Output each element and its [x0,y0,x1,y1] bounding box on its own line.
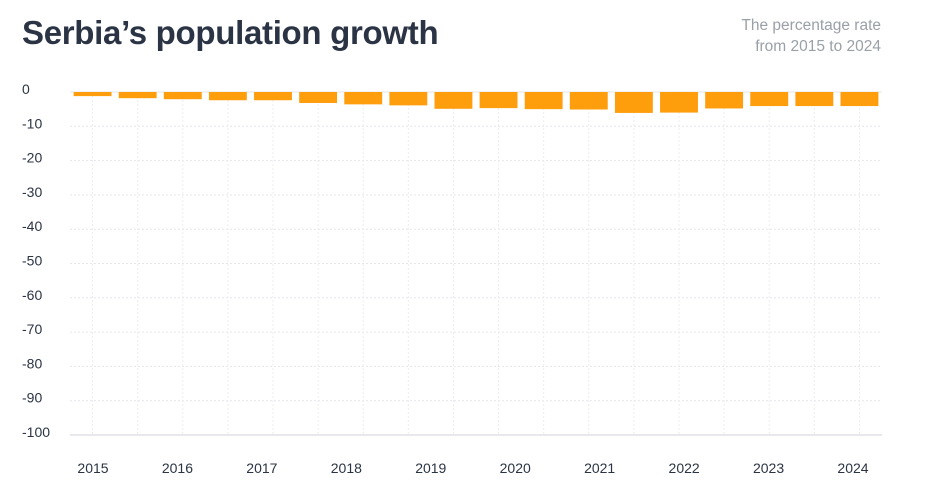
y-tick-label: -50 [22,253,42,269]
x-axis-ticks: 2015 2016 2017 2018 2019 2020 2021 2022 2023 2024 [77,460,868,476]
bar-2019.5 [479,92,518,109]
bar-2021.5 [660,92,698,113]
x-tick-label: 2023 [753,460,784,476]
y-tick-label: -40 [22,218,42,234]
bar-2023 [795,92,834,107]
bar-2022.5 [750,92,789,107]
y-tick-label: -60 [22,287,42,303]
bar-2017 [254,92,292,101]
subtitle-line-2: from 2015 to 2024 [755,38,881,55]
bar-2020 [524,92,563,110]
chart-title: Serbia’s population growth [22,14,439,51]
bar-2015.5 [118,92,157,99]
bar-2016.5 [208,92,247,101]
y-tick-label: -10 [22,115,42,131]
x-tick-label: 2022 [669,460,700,476]
y-tick-label: -30 [22,184,42,200]
grid-layer [70,91,882,436]
bar-2018.5 [389,92,428,106]
bar-2022 [705,92,744,109]
x-tick-label: 2020 [500,460,531,476]
y-axis-ticks: 0 -10 -20 -30 -40 -50 -60 -70 -80 -90 -100 [22,81,50,440]
bar-2017.5 [299,92,338,103]
bar-2016 [163,92,202,100]
x-tick-label: 2015 [77,460,108,476]
y-tick-label: -70 [22,321,42,337]
x-tick-label: 2021 [584,460,615,476]
y-tick-label: -100 [22,424,50,440]
x-tick-label: 2016 [162,460,193,476]
x-tick-label: 2017 [246,460,277,476]
subtitle-line-1: The percentage rate [741,17,881,34]
y-tick-label: 0 [22,81,30,97]
bar-2018 [344,92,383,105]
bar-2019 [434,92,473,109]
bar-2020.5 [569,92,608,110]
y-tick-label: -80 [22,355,42,371]
y-tick-label: -20 [22,150,42,166]
bar-2021 [614,92,653,113]
y-tick-label: -90 [22,390,42,406]
bar-2015 [73,92,112,97]
x-tick-label: 2024 [837,460,868,476]
chart-subtitle: The percentage rate from 2015 to 2024 [741,15,881,57]
x-tick-label: 2019 [415,460,446,476]
x-tick-label: 2018 [331,460,362,476]
bar-2023.5 [840,92,879,107]
bar-layer [73,92,879,113]
